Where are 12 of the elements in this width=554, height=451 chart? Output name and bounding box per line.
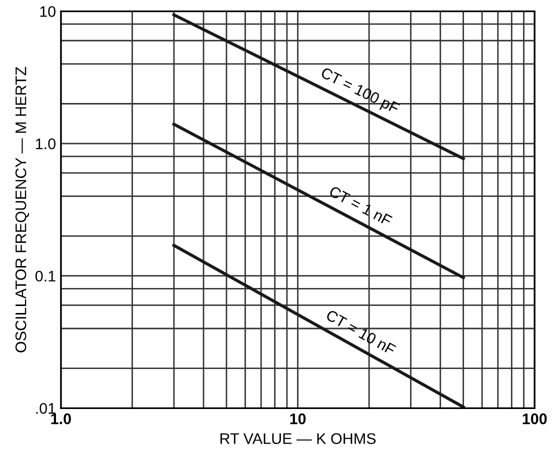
y-tick-label: .01 <box>36 403 56 414</box>
y-tick-label: 10 <box>40 6 56 17</box>
annotation: CT = 10 nF <box>325 309 396 356</box>
x-tick-label: 100 <box>522 413 547 424</box>
x-tick-label: 10 <box>290 413 306 424</box>
y-tick-label: 1.0 <box>36 138 56 150</box>
x-axis-title: RT VALUE — K OHMS <box>220 433 376 444</box>
y-axis-title: OSCILLATOR FREQUENCY — M HERTZ <box>15 66 30 352</box>
annotation: CT = 100 pF <box>318 66 400 117</box>
annotation: CT = 1 nF <box>328 186 393 226</box>
y-tick-label: 0.1 <box>35 270 56 282</box>
x-tick-label: 1.0 <box>51 413 71 424</box>
